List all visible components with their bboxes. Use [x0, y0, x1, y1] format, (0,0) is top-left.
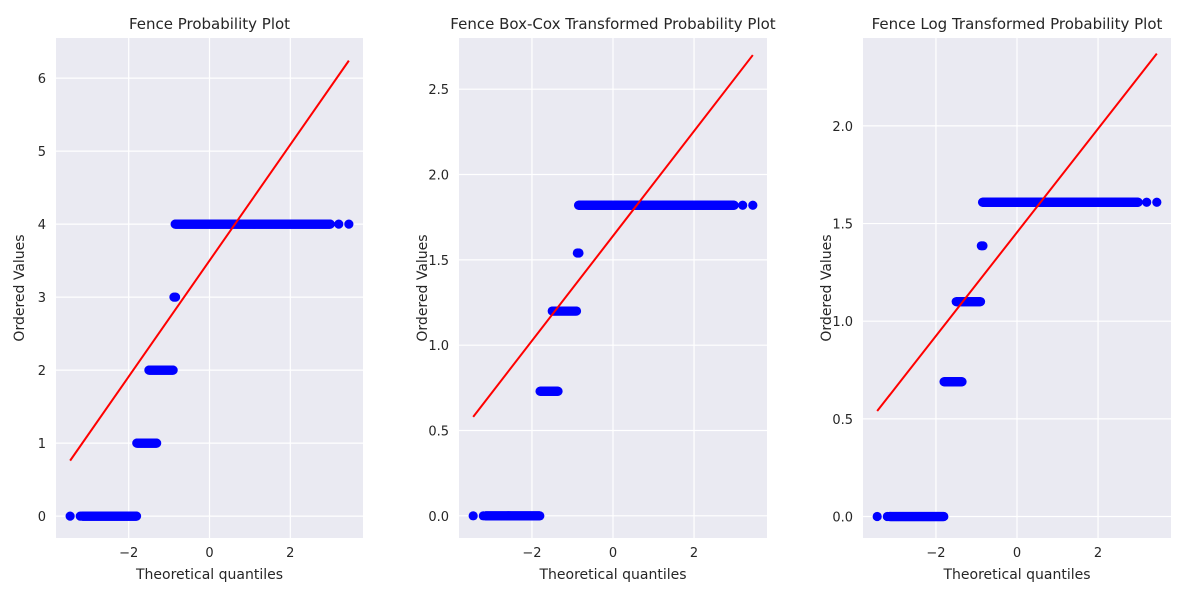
y-axis-label: Ordered Values — [819, 234, 835, 341]
y-tick-label: 2.0 — [832, 120, 853, 135]
data-point — [975, 297, 986, 307]
data-point — [882, 511, 892, 522]
fit-line — [876, 53, 1158, 412]
chart-title: Fence Box-Cox Transformed Probability Pl… — [450, 15, 775, 33]
data-point — [168, 365, 178, 375]
data-point — [478, 511, 488, 521]
data-point — [334, 219, 344, 229]
chart-title: Fence Probability Plot — [129, 15, 290, 33]
chart-panel-3: −2 0 2 0.0 0.5 1.0 1.5 2.0 Fence Log Transformed… — [819, 15, 1171, 583]
data-point — [939, 511, 949, 522]
data-point — [65, 511, 75, 521]
fit-line — [472, 54, 754, 418]
y-tick-label: 1.0 — [428, 339, 449, 354]
data-point — [978, 241, 988, 251]
x-axis-label: Theoretical quantiles — [538, 567, 686, 583]
data-point — [729, 200, 739, 210]
x-tick-label: −2 — [119, 546, 138, 561]
data-point — [1133, 197, 1143, 207]
data-point — [872, 511, 882, 522]
y-tick-label: 3 — [38, 291, 46, 306]
y-tick-label: 1.5 — [832, 218, 853, 233]
data-point — [75, 511, 85, 521]
y-tick-label: 1 — [38, 437, 46, 452]
x-tick-label: −2 — [926, 546, 945, 561]
data-point — [748, 200, 758, 210]
x-tick-label: −2 — [522, 546, 541, 561]
points-group — [872, 197, 1162, 522]
data-point — [468, 511, 478, 521]
x-tick-label: 2 — [1094, 546, 1102, 561]
y-axis-label: Ordered Values — [415, 234, 431, 341]
data-point — [325, 219, 335, 229]
y-tick-label: 2.5 — [428, 83, 449, 98]
points-group — [468, 200, 758, 521]
x-tick-label: 0 — [205, 546, 213, 561]
data-point — [738, 200, 748, 210]
y-tick-label: 4 — [38, 218, 46, 233]
y-tick-label: 1.5 — [428, 254, 449, 269]
y-axis-label: Ordered Values — [12, 234, 28, 341]
chart-panel-1: −2 0 2 0 1 2 3 4 5 6 Fence Probability Plot Theoret… — [12, 15, 363, 583]
data-point — [553, 386, 563, 396]
chart-title: Fence Log Transformed Probability Plot — [872, 15, 1163, 33]
data-point — [131, 511, 142, 521]
x-tick-label: 2 — [690, 546, 698, 561]
fit-line — [69, 60, 350, 462]
data-point — [170, 292, 181, 302]
x-tick-label: 2 — [286, 546, 294, 561]
y-tick-label: 2 — [38, 364, 46, 379]
data-point — [344, 219, 354, 229]
y-tick-label: 6 — [38, 72, 46, 87]
data-point — [574, 248, 584, 258]
data-point — [1152, 197, 1162, 207]
data-point — [1142, 197, 1152, 207]
data-point — [571, 306, 582, 316]
data-point — [957, 377, 967, 387]
y-tick-label: 0.5 — [832, 413, 853, 428]
x-axis-label: Theoretical quantiles — [942, 567, 1090, 583]
y-tick-label: 5 — [38, 145, 46, 160]
y-tick-label: 0.0 — [832, 511, 853, 526]
y-tick-label: 0.5 — [428, 424, 449, 439]
y-tick-label: 1.0 — [832, 315, 853, 330]
data-point — [152, 438, 162, 448]
y-tick-label: 0 — [38, 510, 46, 525]
y-tick-label: 2.0 — [428, 169, 449, 184]
x-tick-label: 0 — [1013, 546, 1021, 561]
chart-panel-2: −2 0 2 0.0 0.5 1.0 1.5 2.0 2.5 Fence Box-Cox Tran… — [415, 15, 776, 583]
points-group — [65, 219, 354, 521]
x-axis-label: Theoretical quantiles — [135, 567, 283, 583]
x-tick-label: 0 — [609, 546, 617, 561]
y-tick-label: 0.0 — [428, 510, 449, 525]
data-point — [535, 511, 545, 521]
